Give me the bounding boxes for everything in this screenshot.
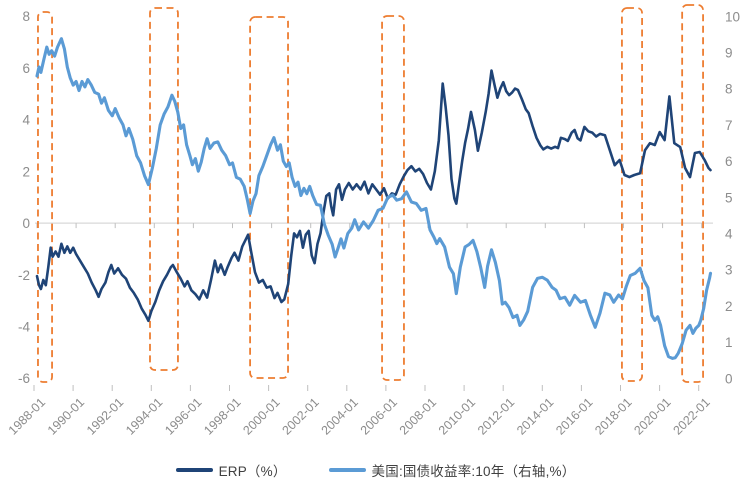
x-axis-tick-label: 2014-01: [514, 395, 556, 437]
right-axis-tick-label: 3: [725, 263, 733, 278]
right-axis-tick-label: 1: [725, 335, 733, 350]
erp-line-series: [35, 69, 712, 323]
x-axis-tick-label: 2012-01: [475, 395, 517, 437]
rate-hike-highlight-box: [249, 16, 289, 379]
x-axis-tick-label: 2020-01: [631, 395, 673, 437]
treasury-yield-line-swatch-icon: [328, 468, 366, 472]
x-axis-tick-label: 1994-01: [123, 395, 165, 437]
x-axis-tick-label: 2010-01: [436, 395, 478, 437]
right-axis-tick-label: 8: [725, 82, 733, 97]
x-axis-tick-label: 2004-01: [319, 395, 361, 437]
erp-line-swatch-icon: [175, 468, 213, 472]
x-axis-tick-label: 2000-01: [240, 395, 282, 437]
x-axis-tick-label: 1992-01: [84, 395, 126, 437]
x-axis-tick-label: 1990-01: [45, 395, 87, 437]
x-axis-tick-label: 2002-01: [279, 395, 321, 437]
rate-hike-highlight-box: [37, 11, 53, 383]
right-axis-tick-label: 6: [725, 154, 733, 169]
legend-item-erp: ERP（%）: [175, 460, 287, 480]
rate-hike-highlight-box: [621, 7, 643, 382]
right-axis-tick-label: 2: [725, 299, 733, 314]
left-axis-tick-label: 8: [22, 9, 30, 24]
x-axis-tick-label: 2008-01: [397, 395, 439, 437]
right-axis-tick-label: 7: [725, 118, 733, 133]
left-axis-tick-label: -4: [18, 320, 30, 335]
treasury-yield-legend-label: 美国:国债收益率:10年（右轴,%）: [371, 464, 576, 479]
x-axis-tick-label: 2016-01: [553, 395, 595, 437]
left-axis-tick-label: 6: [22, 61, 30, 76]
right-axis-tick-label: 9: [725, 46, 733, 61]
right-axis-tick-label: 10: [725, 9, 740, 24]
left-axis-tick-label: -2: [18, 268, 30, 283]
left-axis-tick-label: 2: [22, 164, 30, 179]
rate-hike-highlight-box: [149, 7, 179, 371]
x-axis-tick-label: 2006-01: [358, 395, 400, 437]
left-axis-tick-label: 4: [22, 113, 30, 128]
rate-hike-highlight-box: [681, 4, 704, 383]
left-axis-tick-label: -6: [18, 371, 30, 386]
x-axis-tick-label: 1996-01: [162, 395, 204, 437]
erp-legend-label: ERP（%）: [218, 464, 287, 479]
left-axis-tick-label: 0: [22, 216, 30, 231]
x-axis-tick-label: 2018-01: [592, 395, 634, 437]
right-axis-tick-label: 4: [725, 227, 733, 242]
treasury-yield-line-series: [35, 37, 713, 360]
right-axis-tick-label: 5: [725, 190, 733, 205]
chart-legend: ERP（%） 美国:国债收益率:10年（右轴,%）: [0, 460, 751, 480]
x-axis-tick-label: 1998-01: [201, 395, 243, 437]
right-axis-tick-label: 0: [725, 371, 733, 386]
legend-item-treasury-yield: 美国:国债收益率:10年（右轴,%）: [328, 460, 576, 480]
x-axis-tick-label: 1988-01: [6, 395, 48, 437]
x-axis-tick-label: 2022-01: [670, 395, 712, 437]
